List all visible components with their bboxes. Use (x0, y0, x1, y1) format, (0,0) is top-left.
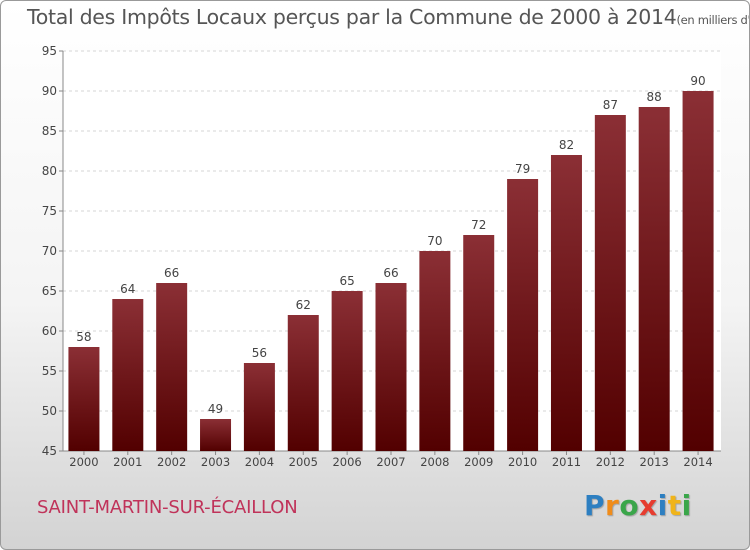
logo-letter: x (639, 489, 658, 522)
bar (419, 251, 451, 451)
bar-value-label: 87 (603, 98, 618, 112)
bar-value-label: 49 (208, 402, 223, 416)
x-tick-label: 2007 (376, 455, 405, 469)
bar-value-label: 79 (515, 162, 530, 176)
y-tick-label: 60 (42, 324, 57, 338)
x-tick-label: 2006 (332, 455, 361, 469)
bar-value-label: 62 (296, 298, 311, 312)
bar (68, 347, 100, 451)
axes: 45 50 55 60 65 70 75 80 85 90 95 2000 2001 2002 2003 20… (42, 44, 721, 469)
bar-value-label: 82 (559, 138, 574, 152)
bar (156, 283, 188, 451)
bar (594, 115, 626, 451)
bar-value-label: 88 (647, 90, 662, 104)
y-tick-label: 70 (42, 244, 57, 258)
x-tick-label: 2009 (464, 455, 493, 469)
y-tick-label: 50 (42, 404, 57, 418)
bar (682, 91, 714, 451)
bar-value-label: 90 (690, 74, 705, 88)
x-tick-label: 2013 (640, 455, 669, 469)
x-tick-label: 2008 (420, 455, 449, 469)
logo-letter: i (657, 489, 668, 522)
logo-letter: P (584, 489, 606, 522)
logo-letter: r (605, 489, 620, 522)
bar (638, 107, 670, 451)
chart-title: Total des Impôts Locaux perçus par la Co… (27, 5, 677, 29)
x-tick-label: 2000 (69, 455, 98, 469)
y-tick-label: 75 (42, 204, 57, 218)
logo-letter: o (619, 489, 640, 522)
logo-letter: t (667, 489, 682, 522)
y-tick-label: 80 (42, 164, 57, 178)
y-tick-label: 95 (42, 44, 57, 58)
bar (200, 419, 232, 451)
bar (287, 315, 319, 451)
y-tick-label: 85 (42, 124, 57, 138)
bar-value-label: 64 (120, 282, 135, 296)
y-tick-label: 65 (42, 284, 57, 298)
bar (507, 179, 539, 451)
x-tick-label: 2010 (508, 455, 537, 469)
bar (243, 363, 275, 451)
chart-title-row: Total des Impôts Locaux perçus par la Co… (27, 5, 750, 29)
bar (463, 235, 495, 451)
y-tick-label: 45 (42, 444, 57, 458)
bar-value-label: 58 (76, 330, 91, 344)
bar (112, 299, 144, 451)
chart-unit-label: (en milliers d'€) (676, 13, 750, 27)
y-tick-label: 90 (42, 84, 57, 98)
x-tick-label: 2005 (289, 455, 318, 469)
logo-letter: i (681, 489, 692, 522)
bar-value-label: 65 (339, 274, 354, 288)
bar-value-label: 66 (383, 266, 398, 280)
bar-value-label: 56 (252, 346, 267, 360)
bar (331, 291, 363, 451)
y-tick-label: 55 (42, 364, 57, 378)
bar (550, 155, 582, 451)
x-tick-label: 2001 (113, 455, 142, 469)
bars: 58 64 66 49 56 62 65 66 70 72 79 82 87 88 90 (68, 74, 714, 451)
bar-value-label: 72 (471, 218, 486, 232)
x-tick-label: 2003 (201, 455, 230, 469)
bar-value-label: 66 (164, 266, 179, 280)
x-tick-label: 2004 (245, 455, 274, 469)
x-tick-label: 2011 (552, 455, 581, 469)
x-tick-label: 2012 (596, 455, 625, 469)
x-tick-label: 2014 (683, 455, 712, 469)
bar (375, 283, 407, 451)
bar-value-label: 70 (427, 234, 442, 248)
commune-name: SAINT-MARTIN-SUR-ÉCAILLON (37, 497, 298, 518)
proxiti-logo[interactable]: Proxiti (584, 489, 692, 522)
x-tick-label: 2002 (157, 455, 186, 469)
